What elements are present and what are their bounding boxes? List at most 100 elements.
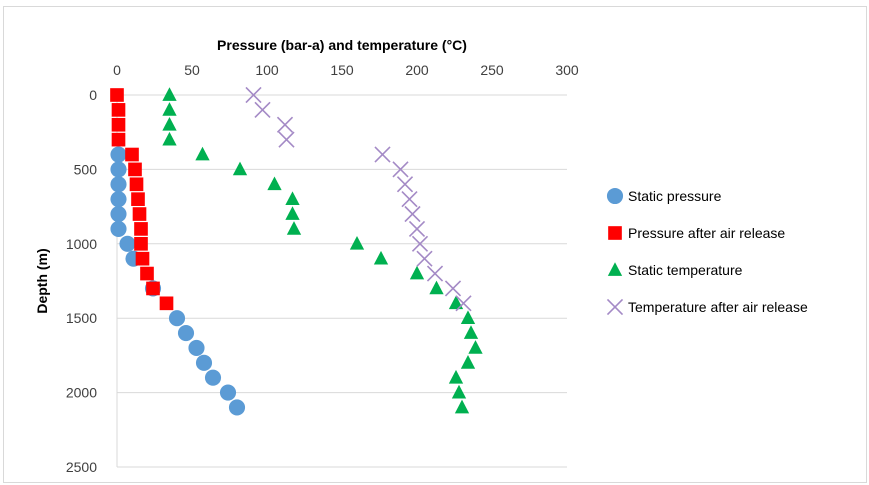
data-point (110, 161, 127, 178)
data-point (146, 281, 160, 296)
x-tick-label: 0 (113, 62, 121, 78)
data-point (119, 235, 136, 252)
data-point (396, 176, 414, 193)
data-point (454, 399, 470, 414)
legend-item: Temperature after air release (606, 298, 808, 316)
x-stroke (444, 280, 462, 297)
data-point (408, 220, 426, 238)
data-point (448, 369, 464, 384)
data-point (134, 222, 148, 236)
x-stroke (606, 298, 624, 316)
x-stroke (426, 265, 444, 282)
data-point (195, 146, 210, 161)
legend-item: Static pressure (606, 187, 722, 205)
x-stroke (408, 220, 426, 238)
data-point (204, 369, 222, 386)
series-x (245, 86, 472, 312)
legend-marker (607, 262, 623, 276)
data-point (254, 101, 271, 118)
x-stroke (411, 235, 429, 252)
x-stroke (278, 131, 295, 148)
x-tick-label: 100 (255, 62, 279, 78)
data-point (162, 116, 177, 131)
data-point (110, 220, 127, 237)
x-axis-title: Pressure (bar-a) and temperature (°C) (217, 37, 467, 53)
data-point (232, 161, 248, 176)
data-point (429, 280, 444, 295)
data-point (349, 236, 365, 250)
data-point (195, 354, 213, 371)
data-point (416, 250, 433, 267)
x-tick-label: 300 (555, 62, 579, 78)
data-point (448, 295, 464, 310)
data-point (228, 399, 246, 416)
data-point (444, 280, 462, 297)
data-point (276, 116, 294, 133)
data-point (177, 325, 195, 342)
data-point (460, 355, 476, 369)
data-point (110, 191, 127, 208)
legend-label: Static temperature (628, 262, 743, 278)
y-tick-label: 2500 (66, 459, 97, 475)
data-point (110, 146, 127, 163)
data-point (111, 117, 126, 132)
data-point (245, 86, 262, 104)
data-point (162, 131, 177, 146)
legend-label: Temperature after air release (628, 299, 808, 315)
x-tick-label: 200 (405, 62, 429, 78)
data-point (111, 103, 126, 117)
data-marks (110, 86, 483, 416)
x-stroke (416, 250, 433, 267)
series-square (110, 88, 174, 311)
data-point (131, 192, 145, 206)
x-stroke (276, 116, 294, 133)
legend-item: Static temperature (607, 262, 743, 278)
x-stroke (245, 86, 262, 104)
legend: Static pressure Pressure after air releas… (606, 187, 808, 316)
data-point (134, 236, 148, 251)
data-point (129, 177, 144, 192)
data-point (125, 147, 139, 162)
data-point (451, 384, 467, 399)
data-point (404, 205, 421, 223)
data-point (111, 132, 126, 147)
data-point (110, 88, 124, 102)
data-point (285, 191, 300, 206)
data-point (140, 266, 154, 281)
legend-marker (606, 298, 624, 316)
data-point (135, 251, 150, 266)
data-point (286, 221, 302, 235)
data-point (285, 206, 300, 220)
x-tick-label: 50 (184, 62, 200, 78)
data-point (267, 176, 282, 191)
legend-item: Pressure after air release (608, 225, 785, 241)
data-point (463, 325, 479, 339)
y-tick-label: 1500 (66, 310, 97, 326)
x-stroke (374, 146, 391, 163)
x-stroke (455, 295, 472, 312)
data-point (409, 265, 425, 280)
data-point (373, 250, 389, 265)
data-point (168, 310, 186, 327)
legend-marker (608, 226, 622, 240)
data-point (188, 339, 205, 357)
legend-marker (606, 187, 624, 205)
data-point (460, 310, 476, 325)
y-tick-label: 1000 (66, 236, 97, 252)
data-point (455, 295, 472, 312)
x-stroke (254, 101, 271, 118)
data-point (468, 340, 483, 354)
data-point (110, 205, 127, 223)
series-triangle (162, 87, 483, 414)
data-point (374, 146, 391, 163)
y-tick-label: 500 (74, 161, 98, 177)
x-tick-labels: 0 50 100 150 200 250 300 (113, 62, 579, 78)
grid-lines (116, 94, 567, 468)
data-point (162, 87, 177, 101)
data-point (219, 384, 237, 401)
y-tick-label: 2000 (66, 385, 97, 401)
data-point (159, 296, 174, 311)
x-stroke (396, 176, 414, 193)
data-point (132, 207, 147, 221)
